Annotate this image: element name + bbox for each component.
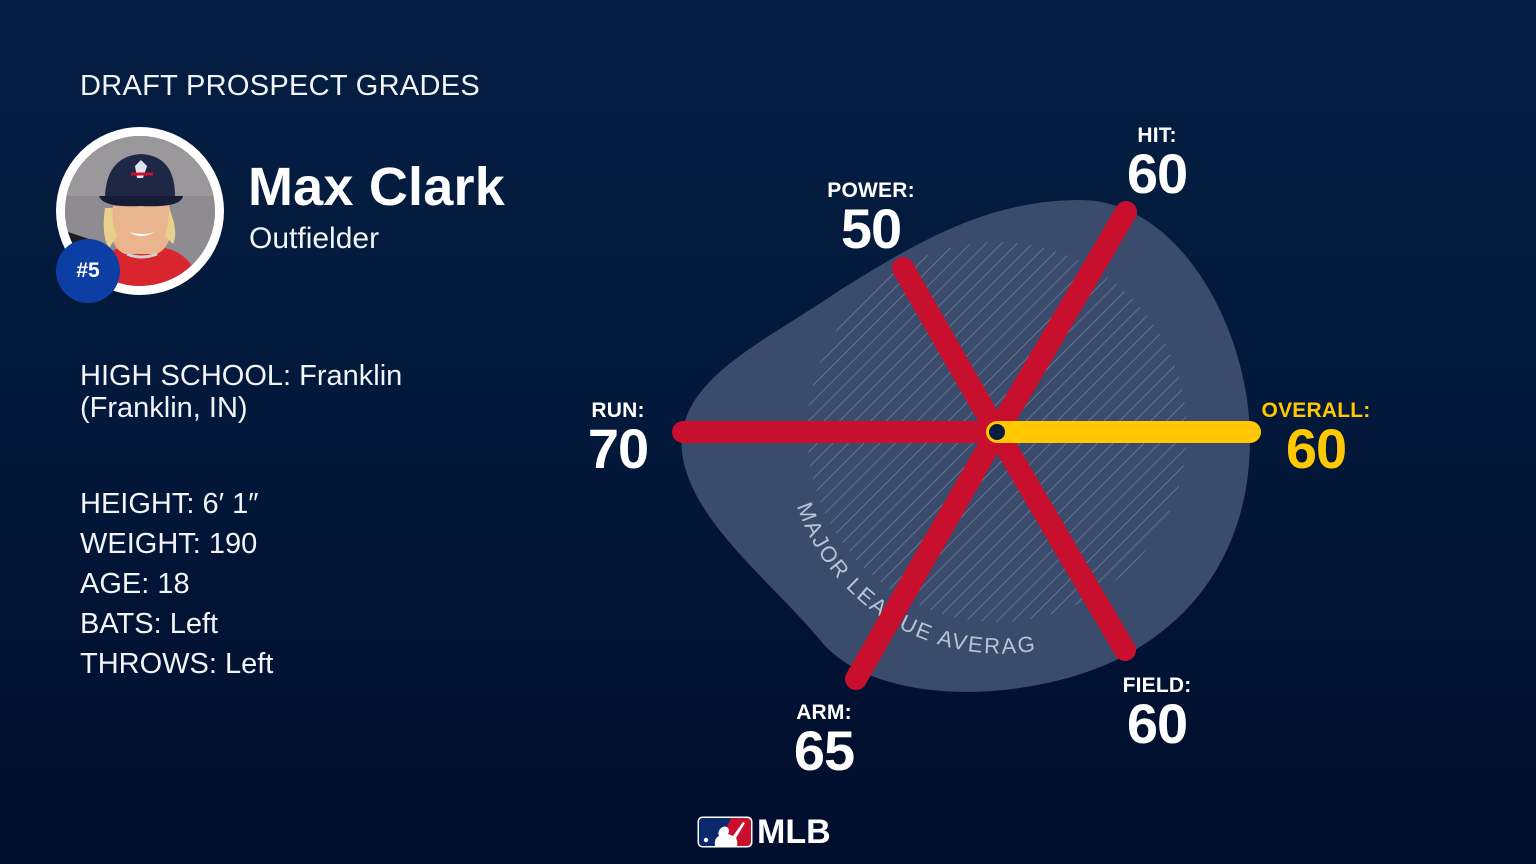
spoke-field [986, 421, 1136, 661]
bio-high-school: HIGH SCHOOL: Franklin (Franklin, IN) [80, 360, 402, 424]
grade-hit-value: 60 [1126, 142, 1188, 205]
grade-field-value: 60 [1126, 692, 1188, 755]
mlb-logo: MLB [697, 812, 831, 851]
center-dot [989, 424, 1005, 440]
grade-power: POWER: 50 [816, 180, 926, 257]
rank-badge: #5 [56, 239, 120, 303]
high-school-line: HIGH SCHOOL: Franklin [80, 360, 403, 392]
grade-run-value: 70 [587, 417, 649, 480]
mlb-logo-text: MLB [757, 812, 831, 851]
spoke-hit [986, 201, 1137, 443]
bio-throws: THROWS: Left [80, 648, 274, 680]
grade-arm: ARM: 65 [780, 702, 868, 779]
grade-arm-label: ARM: [796, 701, 852, 724]
high-school-location: (Franklin, IN) [80, 392, 248, 424]
grade-field-label: FIELD: [1122, 674, 1192, 697]
bio-age: AGE: 18 [80, 568, 190, 600]
grade-field: FIELD: 60 [1108, 675, 1206, 752]
bio-bats: BATS: Left [80, 608, 219, 640]
grade-overall: OVERALL: 60 [1256, 400, 1376, 477]
grade-overall-label: OVERALL: [1261, 399, 1371, 422]
grade-run-label: RUN: [591, 399, 645, 422]
grade-power-label: POWER: [827, 179, 915, 202]
grade-power-value: 50 [840, 197, 902, 260]
grade-arm-value: 65 [793, 719, 855, 782]
spoke-power [892, 257, 1008, 443]
player-position: Outfielder [249, 222, 380, 255]
bio-stats: HEIGHT: 6′ 1″ WEIGHT: 190 AGE: 18 BATS: … [80, 484, 273, 684]
grade-hit: HIT: 60 [1112, 125, 1202, 202]
grade-spokes [672, 201, 1137, 690]
grade-hit-label: HIT: [1137, 124, 1177, 147]
grade-run: RUN: 70 [572, 400, 664, 477]
mlb-batter-logo-icon [697, 816, 753, 848]
player-avatar: #5 [56, 127, 224, 303]
page-title: DRAFT PROSPECT GRADES [80, 70, 481, 102]
grade-overall-value: 60 [1285, 417, 1347, 480]
spoke-arm [845, 421, 1008, 690]
bio-weight: WEIGHT: 190 [80, 528, 258, 560]
player-name: Max Clark [248, 157, 505, 217]
bio-height: HEIGHT: 6′ 1″ [80, 488, 259, 520]
